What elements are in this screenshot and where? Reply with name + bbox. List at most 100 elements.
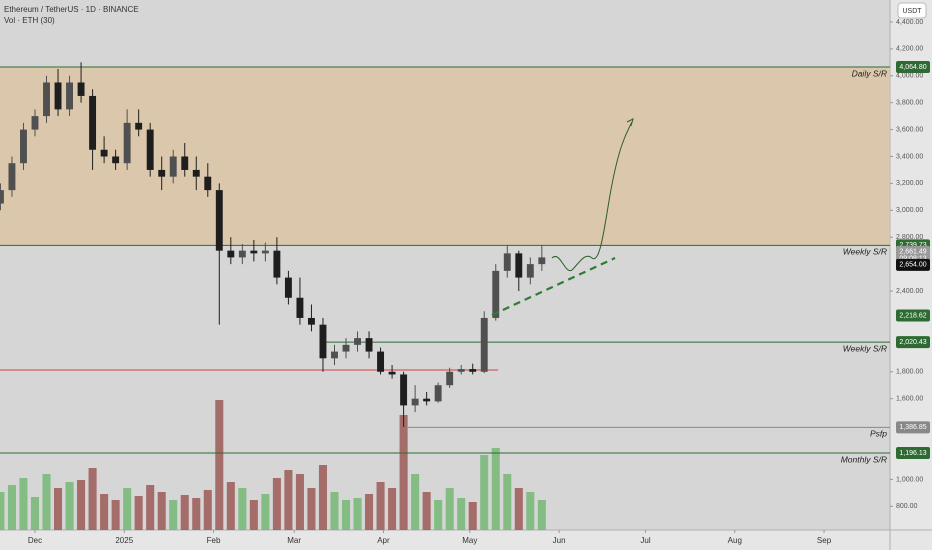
price-mark-box — [896, 258, 930, 271]
volume-bar — [19, 478, 28, 530]
y-tick-label: 1,800.00 — [896, 369, 923, 376]
chart-subtitle: Vol · ETH (30) — [4, 16, 55, 25]
candle-body — [457, 369, 465, 372]
candle-body — [0, 190, 4, 204]
candle-body — [238, 250, 246, 258]
candle-body — [526, 264, 534, 278]
volume-bar — [295, 474, 304, 530]
candle-body — [20, 129, 27, 164]
candle-body — [319, 324, 327, 359]
volume-bar — [249, 500, 258, 530]
currency-button[interactable] — [897, 2, 927, 19]
candle-body — [423, 398, 431, 402]
level-name: Daily S/R — [852, 68, 887, 78]
volume-bar — [65, 482, 74, 530]
currency-label[interactable]: USDT — [902, 8, 922, 15]
level-price-label: 2,020.43 — [899, 339, 926, 346]
volume-bar — [180, 495, 189, 530]
candle-body — [169, 156, 177, 177]
level-price-label: 1,386.85 — [899, 424, 926, 431]
price-label-box — [896, 421, 930, 434]
volume-bar — [307, 488, 316, 530]
volume-bar — [7, 485, 16, 530]
price-mark-box — [896, 309, 930, 322]
candle-body — [261, 250, 269, 254]
volume-bar — [330, 492, 339, 530]
candle-body — [331, 351, 338, 359]
volume-bar — [434, 500, 443, 530]
x-tick-label: Dec — [28, 536, 42, 545]
x-tick-label: Jun — [553, 536, 566, 545]
trend-line — [491, 257, 616, 316]
volume-bar — [0, 492, 5, 530]
candle-body — [377, 351, 385, 372]
sr-zone — [0, 67, 890, 246]
level-name: Weekly S/R — [843, 247, 887, 257]
x-tick-label: Apr — [377, 536, 390, 545]
candle-body — [158, 169, 166, 177]
volume-bar — [157, 492, 166, 530]
volume-bar — [491, 448, 500, 530]
candle-body — [446, 371, 454, 386]
level-name: Monthly S/R — [841, 454, 887, 464]
price-label-box — [896, 447, 930, 460]
candle-body — [411, 398, 419, 406]
volume-bar — [503, 474, 512, 530]
candle-body — [296, 297, 304, 318]
level-name: Psfp — [870, 429, 887, 439]
candle-body — [8, 163, 16, 191]
price-mark-label: 2,218.62 — [899, 312, 926, 319]
y-tick-label: 2,400.00 — [896, 288, 923, 295]
y-tick-label: 4,400.00 — [896, 19, 923, 26]
volume-bar — [526, 492, 535, 530]
y-tick-label: 3,800.00 — [896, 100, 923, 107]
candle-body — [538, 257, 546, 265]
y-tick-label: 3,400.00 — [896, 153, 923, 160]
candle-body — [227, 250, 235, 258]
x-tick-label: Jul — [640, 536, 650, 545]
volume-bar — [123, 488, 132, 530]
candle-body — [181, 156, 189, 170]
candle-body — [192, 169, 200, 177]
candle-body — [77, 82, 85, 96]
candle-body — [146, 129, 154, 170]
candle-body — [515, 253, 523, 278]
volume-bar — [111, 500, 120, 530]
candle-body — [54, 82, 62, 110]
candle-body — [135, 122, 143, 130]
candle-body — [43, 82, 50, 117]
volume-bar — [215, 400, 224, 530]
x-tick-label: May — [462, 536, 477, 545]
candle-body — [400, 374, 408, 406]
volume-bar — [284, 470, 293, 530]
volume-bar — [261, 494, 270, 530]
x-tick-label: Aug — [728, 536, 742, 545]
volume-bar — [537, 500, 546, 530]
price-label-box — [896, 61, 930, 74]
volume-bar — [318, 465, 328, 530]
candle-body — [503, 253, 511, 271]
candle-body — [31, 116, 39, 130]
candle-body — [66, 82, 74, 110]
volume-bar — [226, 482, 235, 530]
volume-bar — [146, 485, 155, 530]
volume-bar — [422, 492, 431, 530]
price-label-box — [896, 336, 930, 349]
price-mark-label: 2,654.00 — [899, 262, 926, 269]
y-tick-label: 4,200.00 — [896, 46, 923, 53]
price-axis — [890, 0, 932, 550]
volume-bar — [169, 500, 178, 530]
candle-body — [469, 369, 477, 372]
volume-bar — [203, 490, 212, 530]
projection-arrow — [626, 118, 634, 127]
volume-bar — [445, 488, 454, 530]
volume-bar — [388, 488, 397, 530]
candle-body — [273, 250, 281, 278]
candle-body — [388, 371, 396, 375]
level-name: Weekly S/R — [843, 343, 887, 353]
level-price-label: 4,064.80 — [899, 64, 926, 71]
volume-bar — [238, 488, 247, 530]
candle-body — [434, 385, 442, 402]
volume-bar — [88, 468, 97, 530]
y-tick-label: 800.00 — [896, 503, 918, 510]
